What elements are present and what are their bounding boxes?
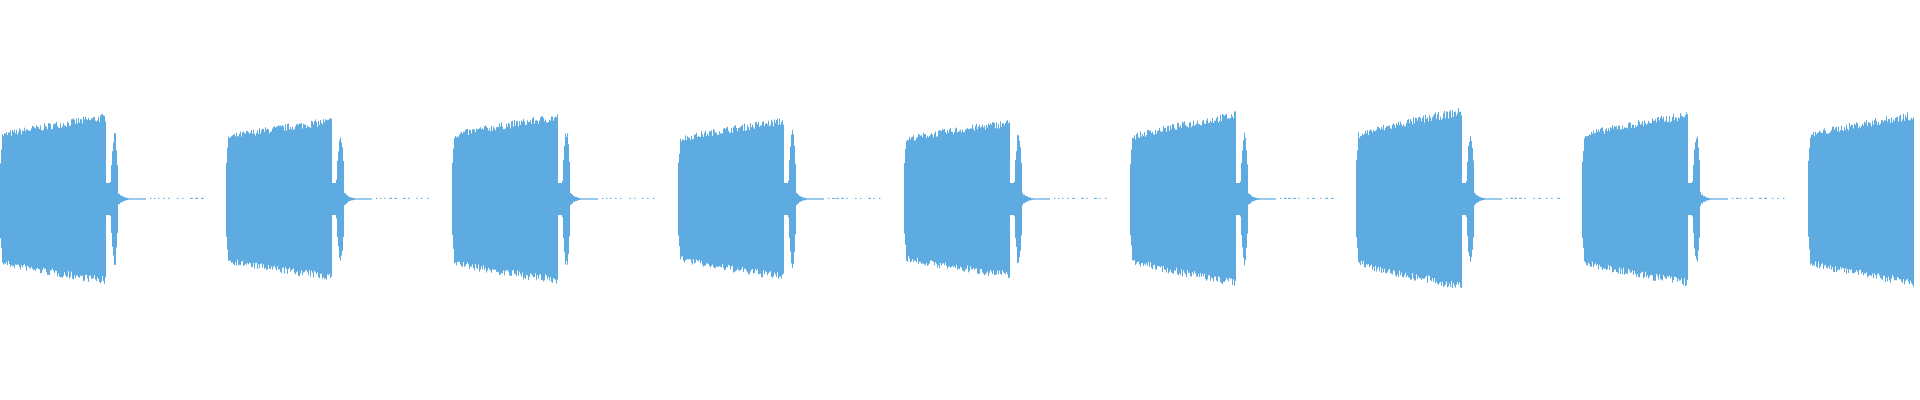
waveform-burst-2-samples — [226, 118, 429, 280]
waveform-burst-4-samples — [678, 118, 881, 279]
waveform-burst-5-samples — [904, 120, 1107, 279]
waveform-burst-1-samples — [0, 114, 204, 284]
waveform-burst-7-samples — [1356, 108, 1560, 289]
waveform-burst-4 — [678, 118, 881, 279]
waveform-burst-9-samples — [1808, 112, 1914, 287]
waveform-burst-5 — [904, 120, 1107, 279]
waveform-burst-9 — [1808, 112, 1914, 287]
waveform-burst-6-samples — [1130, 111, 1334, 286]
waveform-burst-8-samples — [1582, 112, 1785, 287]
waveform-burst-7 — [1356, 108, 1560, 289]
waveform-burst-6 — [1130, 111, 1334, 286]
waveform-burst-2 — [226, 118, 429, 280]
waveform-burst-1 — [0, 114, 204, 284]
waveform-burst-3-samples — [452, 114, 655, 284]
waveform-burst-8 — [1582, 112, 1785, 287]
waveform-burst-3 — [452, 114, 655, 284]
